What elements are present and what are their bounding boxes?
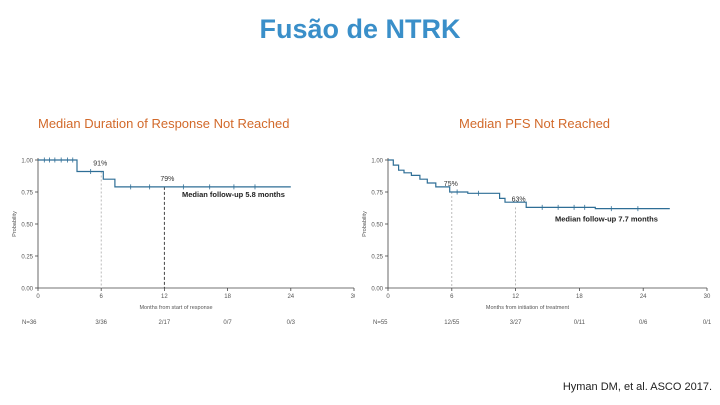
x-tick-label: 18 [224, 294, 231, 300]
at-risk-value: 12/55 [444, 320, 460, 326]
panel-title-duration-of-response: Median Duration of Response Not Reached [38, 116, 290, 131]
slide-title: Fusão de NTRK [259, 14, 461, 44]
y-tick-label: 1.00 [371, 159, 383, 165]
x-tick-label: 12 [161, 294, 168, 300]
km-chart-pfs: 0.00 0.25 0.50 0.75 1.00 0 6 12 18 24 30 Months fro… [362, 158, 712, 326]
at-risk-label: N=55 [373, 320, 388, 326]
reference-label: 79% [160, 176, 174, 183]
y-axis-label: Probability [12, 211, 18, 237]
at-risk-label: N=36 [22, 320, 37, 326]
reference-label: 91% [93, 161, 107, 168]
x-tick-label: 0 [386, 294, 390, 300]
at-risk-value: 0/6 [639, 320, 648, 326]
at-risk-value: 3/27 [510, 320, 522, 326]
citation: Hyman DM, et al. ASCO 2017. [562, 381, 712, 393]
y-tick-label: 0.00 [371, 287, 383, 293]
y-tick-label: 0.75 [371, 191, 383, 197]
at-risk-value: 0/7 [223, 320, 232, 326]
at-risk-value: 0/11 [574, 320, 586, 326]
panel-title-pfs: Median PFS Not Reached [459, 116, 611, 131]
y-axis-label: Probability [362, 211, 368, 237]
survival-curve [388, 159, 670, 210]
x-tick-label: 24 [287, 294, 294, 300]
x-tick-label: 24 [640, 294, 647, 300]
x-axis-label: Months from start of response [139, 305, 212, 311]
median-followup-annotation: Median follow-up 7.7 months [555, 214, 658, 223]
y-tick-label: 0.75 [21, 191, 33, 197]
x-tick-label: 6 [450, 294, 454, 300]
x-tick-label: 30 [704, 294, 711, 300]
reference-label: 63% [512, 196, 526, 203]
x-tick-label: 18 [576, 294, 583, 300]
at-risk-value: 0/3 [287, 320, 296, 326]
at-risk-value: 0/1 [703, 320, 712, 326]
x-tick-label: 6 [100, 294, 104, 300]
x-axis-label: Months from initiation of treatment [486, 305, 570, 311]
median-followup-annotation: Median follow-up 5.8 months [182, 190, 285, 199]
y-tick-label: 0.25 [371, 255, 383, 261]
survival-curve [38, 159, 291, 188]
at-risk-value: 3/36 [95, 320, 107, 326]
y-tick-label: 0.25 [21, 255, 33, 261]
x-tick-label: 0 [36, 294, 40, 300]
y-tick-label: 1.00 [21, 159, 33, 165]
y-tick-label: 0.00 [21, 287, 33, 293]
x-tick-label: 30 [351, 294, 355, 300]
y-tick-label: 0.50 [21, 223, 33, 229]
km-chart-duration-of-response: 0.00 0.25 0.50 0.75 1.00 0 6 12 18 24 30 Months fro… [12, 157, 355, 326]
x-tick-label: 12 [512, 294, 519, 300]
reference-label: 75% [444, 181, 458, 188]
at-risk-value: 2/17 [159, 320, 171, 326]
y-tick-label: 0.50 [371, 223, 383, 229]
